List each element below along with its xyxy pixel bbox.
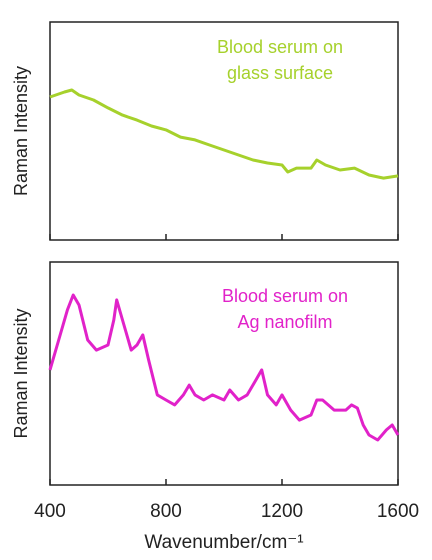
x-axis-label: Wavenumber/cm⁻¹ — [144, 532, 303, 553]
line — [48, 293, 400, 442]
annotation: glass surface — [227, 63, 333, 83]
plot-frame — [49, 261, 399, 486]
x-tick-label: 800 — [150, 501, 182, 522]
annotation: Blood serum on — [222, 286, 348, 306]
annotation: Ag nanofilm — [237, 312, 332, 332]
plot-frame — [49, 21, 399, 241]
line — [49, 88, 399, 180]
x-tick-label: 400 — [34, 501, 66, 522]
x-tick-label: 1600 — [377, 501, 419, 522]
annotation: Blood serum on — [217, 37, 343, 57]
x-tick-label: 1200 — [261, 501, 303, 522]
y-axis-label: Raman Intensity — [11, 66, 31, 196]
y-axis-label: Raman Intensity — [11, 308, 31, 438]
